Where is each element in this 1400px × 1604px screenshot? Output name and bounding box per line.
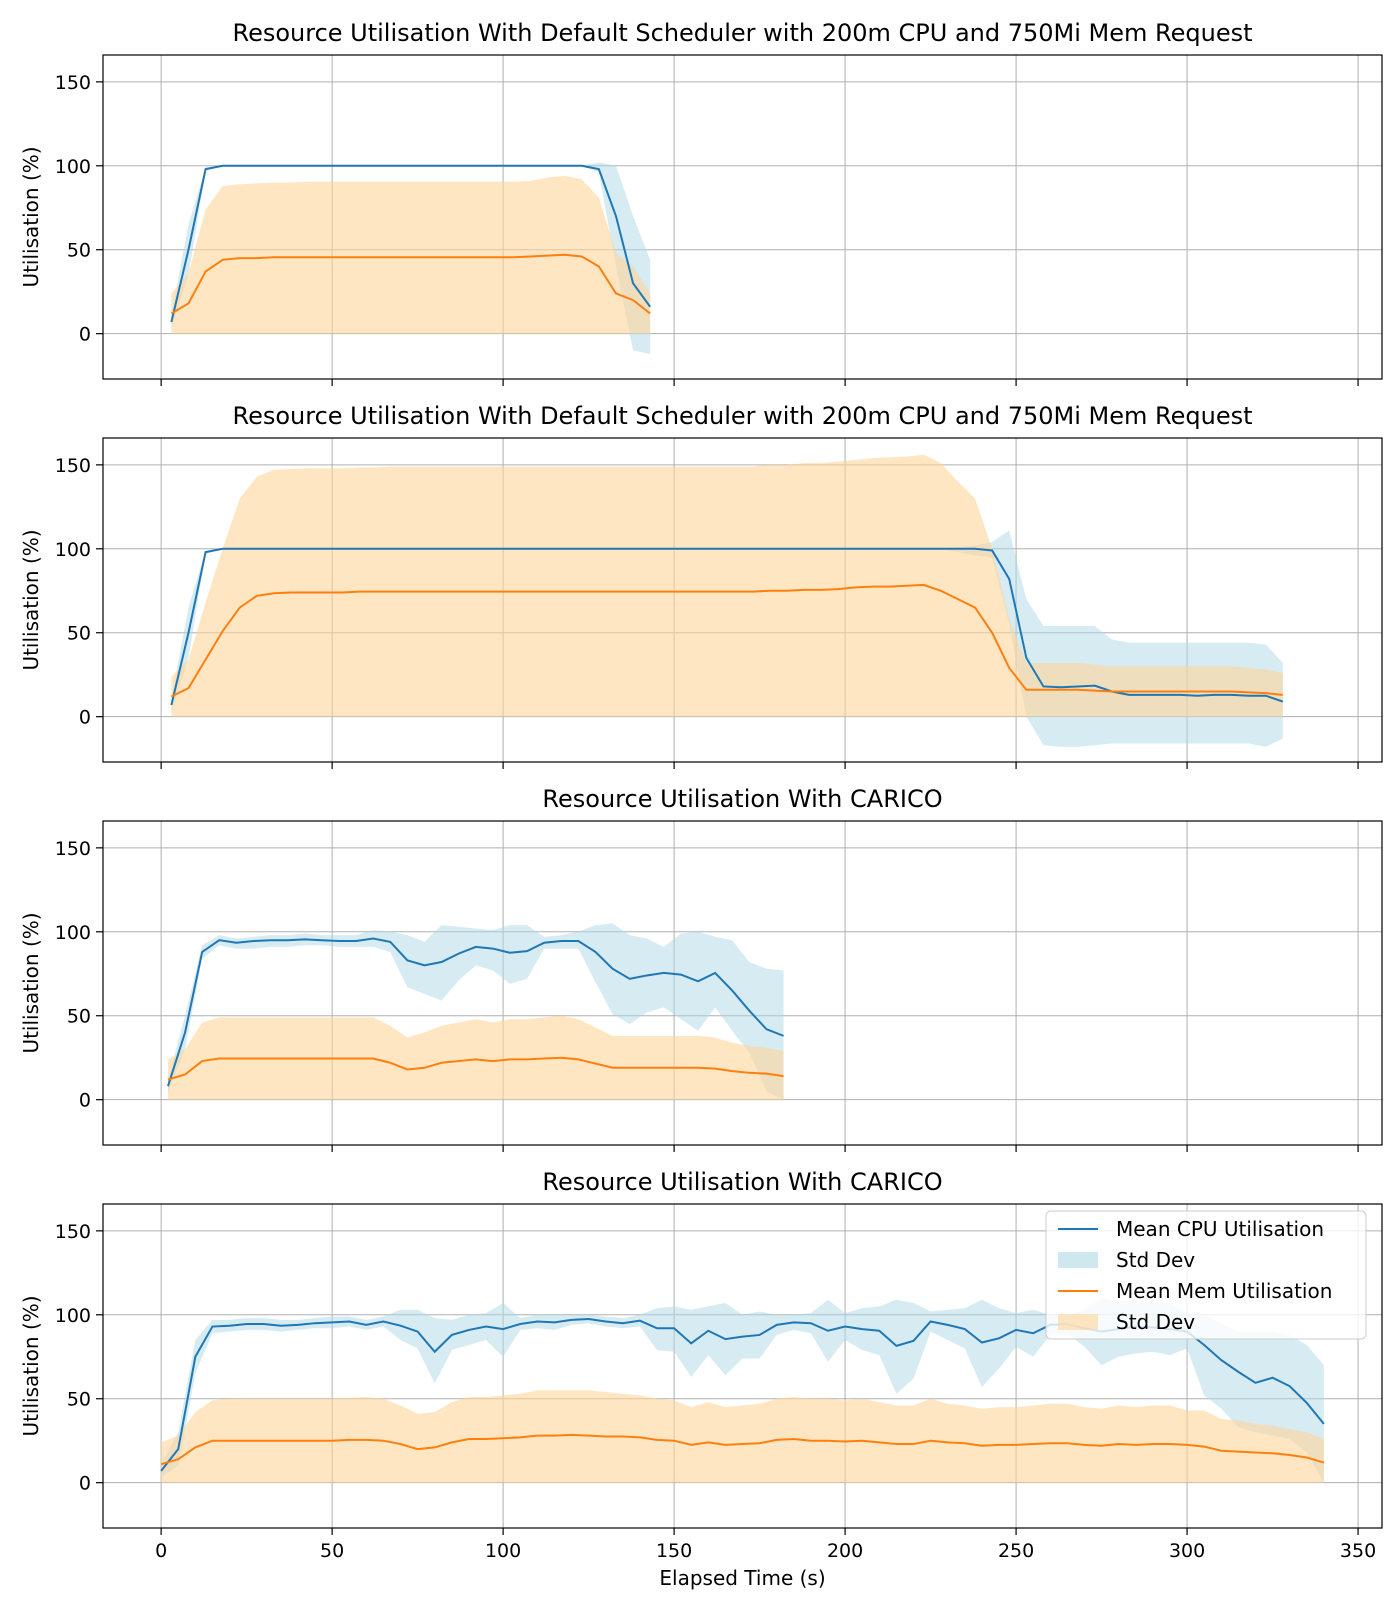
x-tick-label: 250 <box>998 1540 1034 1562</box>
y-tick-label: 0 <box>79 1090 91 1112</box>
x-tick-label: 350 <box>1340 1540 1376 1562</box>
legend: Mean CPU Utilisation Std Dev Mean Mem Util… <box>1045 1210 1367 1340</box>
x-tick-label: 150 <box>656 1540 692 1562</box>
std-band-mem <box>171 454 1283 717</box>
y-axis-label: Utilisation (%) <box>19 1295 43 1436</box>
series-line-mem <box>170 583 1283 698</box>
legend-entry: Mean Mem Utilisation <box>1058 1279 1332 1303</box>
axes: 0 50 100 150 <box>55 455 1359 769</box>
y-tick-label: 50 <box>67 1389 91 1411</box>
plot-frame <box>102 1203 1383 1529</box>
plot-area <box>167 923 784 1100</box>
std-band-cpu <box>171 162 651 354</box>
plot-area <box>160 1298 1325 1483</box>
x-tick-label: 200 <box>827 1540 863 1562</box>
legend-entry: Mean CPU Utilisation <box>1058 1217 1324 1241</box>
legend-band-swatch <box>1058 1252 1098 1268</box>
x-tick-label: 0 <box>155 1540 167 1562</box>
legend-box <box>1045 1210 1367 1340</box>
plot-area <box>170 162 651 354</box>
y-axis-label: Utilisation (%) <box>19 912 43 1053</box>
legend-label: Mean Mem Utilisation <box>1116 1279 1332 1303</box>
std-band-cpu <box>167 923 784 1100</box>
x-tick-label: 300 <box>1169 1540 1205 1562</box>
legend-entry: Std Dev <box>1058 1310 1195 1334</box>
y-tick-label: 50 <box>67 623 91 645</box>
series-line-mem <box>160 1433 1325 1466</box>
std-band-mem <box>167 1015 784 1100</box>
y-tick-label: 150 <box>55 455 91 477</box>
y-tick-label: 100 <box>55 539 91 561</box>
axes: 0 50 100 150 <box>55 838 1359 1152</box>
y-tick-label: 100 <box>55 1305 91 1327</box>
series-line-cpu <box>170 164 651 323</box>
y-tick-label: 150 <box>55 72 91 94</box>
chart-title: Resource Utilisation With CARICO <box>542 785 942 813</box>
x-tick-label: 50 <box>320 1540 344 1562</box>
plot-frame <box>102 820 1383 1146</box>
legend-band-swatch <box>1058 1314 1098 1330</box>
legend-label: Std Dev <box>1116 1310 1195 1334</box>
series-line-mem <box>170 253 651 315</box>
std-band-mem <box>161 1390 1324 1483</box>
plot-frame <box>102 54 1383 380</box>
axes: 0 50 100 150 <box>55 72 1359 386</box>
legend-entry: Std Dev <box>1058 1248 1195 1272</box>
chart-title: Resource Utilisation With Default Schedu… <box>232 402 1252 430</box>
x-tick-label: 100 <box>485 1540 521 1562</box>
y-tick-label: 50 <box>67 240 91 262</box>
y-tick-label: 150 <box>55 1221 91 1243</box>
legend-label: Std Dev <box>1116 1248 1195 1272</box>
std-band-cpu <box>171 530 1283 747</box>
chart-panel-4: 0 50 100 150 0 50 100 150 200 250 300 350 Resource U… <box>19 1168 1383 1590</box>
y-axis-label: Utilisation (%) <box>19 529 43 670</box>
chart-panel-2: 0 50 100 150 Resource Utilisation With Defau… <box>19 402 1383 769</box>
y-tick-label: 50 <box>67 1006 91 1028</box>
series-line-cpu <box>170 547 1284 706</box>
axes: 0 50 100 150 0 50 100 150 200 250 300 350 <box>55 1221 1376 1562</box>
chart-title: Resource Utilisation With CARICO <box>542 1168 942 1196</box>
chart-panel-1: 0 50 100 150 Resource Utilisation With Defau… <box>19 19 1383 386</box>
legend-label: Mean CPU Utilisation <box>1116 1217 1324 1241</box>
plot-area <box>170 454 1284 747</box>
y-tick-label: 0 <box>79 324 91 346</box>
y-tick-label: 100 <box>55 922 91 944</box>
y-tick-label: 0 <box>79 707 91 729</box>
y-tick-label: 100 <box>55 156 91 178</box>
chart-panel-3: 0 50 100 150 Resource Utilisation With CARIC… <box>19 785 1383 1152</box>
series-line-mem <box>167 1056 784 1081</box>
x-axis-label: Elapsed Time (s) <box>659 1566 825 1590</box>
y-tick-label: 150 <box>55 838 91 860</box>
chart-title: Resource Utilisation With Default Schedu… <box>232 19 1252 47</box>
std-band-mem <box>171 175 651 334</box>
series-line-cpu <box>167 937 784 1087</box>
y-axis-label: Utilisation (%) <box>19 146 43 287</box>
y-tick-label: 0 <box>79 1473 91 1495</box>
std-band-cpu <box>161 1298 1324 1483</box>
plot-frame <box>102 437 1383 763</box>
